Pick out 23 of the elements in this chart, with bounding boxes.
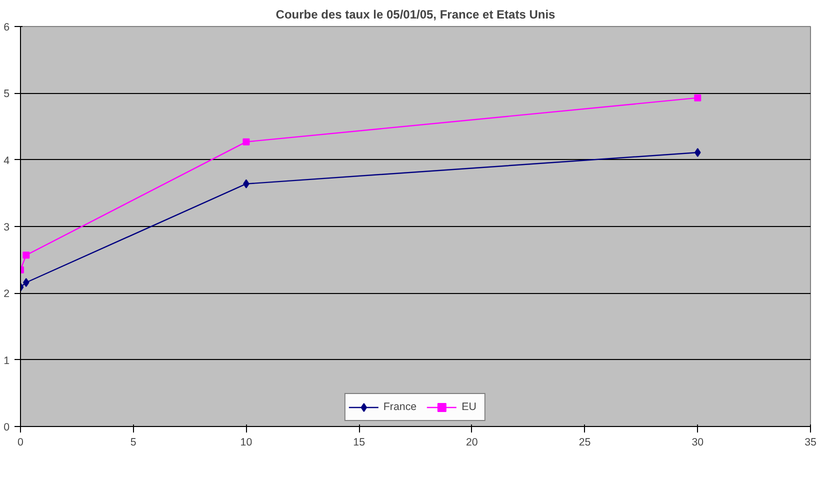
x-tick-label: 30 bbox=[692, 436, 704, 448]
x-tick-label: 10 bbox=[240, 436, 252, 448]
y-tick-label: 5 bbox=[4, 88, 10, 100]
legend-label: EU bbox=[462, 401, 478, 413]
y-tick-label: 1 bbox=[4, 354, 10, 367]
y-tick-label: 2 bbox=[4, 288, 10, 300]
chart-title: Courbe des taux le 05/01/05, France et Etats Unis bbox=[276, 8, 556, 22]
point bbox=[694, 94, 702, 102]
x-tick-label: 15 bbox=[353, 436, 366, 448]
x-tick-label: 5 bbox=[130, 436, 136, 448]
x-tick-label: 20 bbox=[466, 436, 478, 448]
point bbox=[22, 278, 30, 287]
legend-label: France bbox=[383, 401, 417, 413]
x-tick-label: 25 bbox=[578, 436, 591, 448]
x-tick-label: 35 bbox=[804, 436, 816, 448]
y-tick-label: 4 bbox=[4, 154, 10, 167]
y-tick-label: 0 bbox=[4, 422, 10, 434]
point bbox=[22, 252, 30, 259]
point bbox=[694, 148, 701, 157]
point bbox=[242, 138, 250, 146]
y-tick-label: 6 bbox=[4, 22, 10, 34]
x-tick-label: 0 bbox=[18, 436, 24, 448]
y-tick-label: 3 bbox=[4, 222, 10, 234]
